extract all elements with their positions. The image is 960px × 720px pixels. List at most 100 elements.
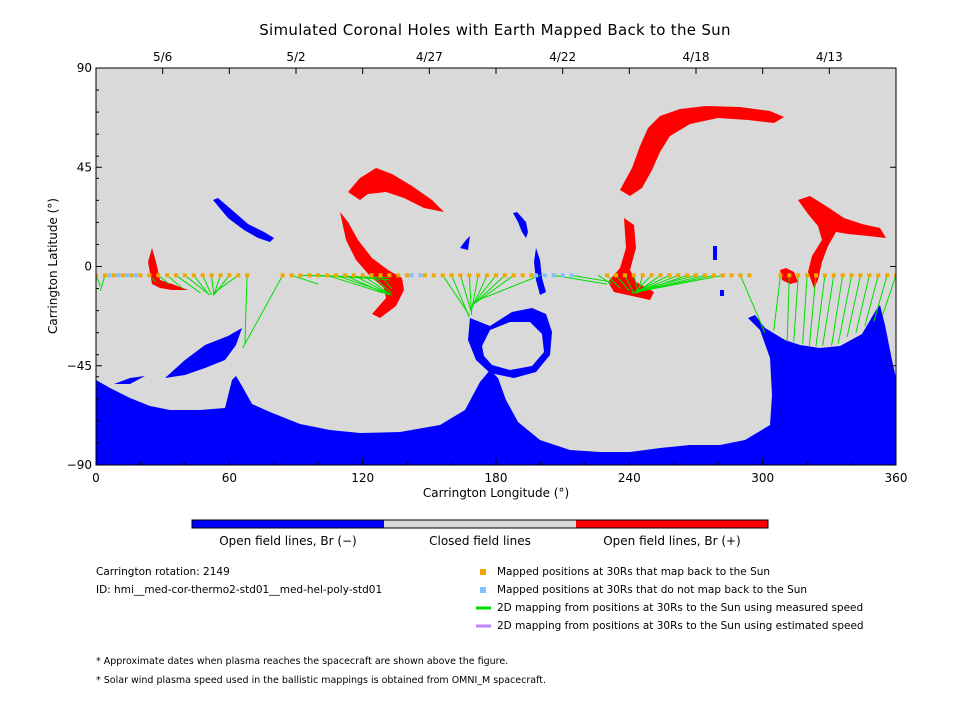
y-tick-label: −90 (67, 458, 92, 472)
mapped-point (494, 273, 498, 278)
y-axis-label: Carrington Latitude (°) (46, 198, 60, 334)
mapping-line (213, 274, 239, 294)
mapped-point (165, 273, 170, 278)
mapped-point (449, 273, 454, 278)
legend-marker-unmapped (480, 587, 486, 593)
positive-north-east (798, 196, 886, 288)
x-tick-label: 300 (751, 471, 774, 485)
carrington-rotation: Carrington rotation: 2149 (96, 566, 230, 578)
mapped-point (667, 273, 672, 278)
mapped-point (622, 273, 627, 278)
unmapped-point (116, 273, 121, 278)
mapped-point (147, 273, 152, 278)
mapped-point (649, 273, 654, 278)
mapped-point (467, 273, 472, 278)
negative-north-streak (213, 198, 274, 242)
unmapped-point (409, 273, 414, 278)
negative-speck-4 (720, 290, 724, 296)
mapping-line (615, 274, 630, 292)
mapped-point (378, 273, 383, 278)
mapped-point (814, 273, 818, 278)
mapped-point (885, 273, 890, 278)
x-tick-label: 240 (618, 471, 641, 485)
mapped-point (876, 273, 881, 278)
negative-speck-1 (713, 246, 717, 260)
mapping-line (184, 274, 208, 294)
mapping-line (793, 275, 799, 342)
axes: 0 60 120 180 240 300 360 90 45 0 −45 −90 (67, 61, 908, 485)
mapped-point (245, 273, 250, 278)
unmapped-point (534, 273, 538, 278)
mapping-line (242, 275, 284, 349)
unmapped-point (560, 273, 565, 278)
mapped-point (529, 273, 534, 278)
mapping-line (808, 275, 817, 346)
mapping-line (326, 274, 383, 294)
mapped-point (894, 273, 896, 278)
model-id: ID: hmi__med-cor-thermo2-std01__med-hel-… (96, 584, 383, 596)
mapped-point (658, 273, 663, 278)
x-tick-label: 180 (485, 471, 508, 485)
y-tick-label: −45 (67, 359, 92, 373)
mapped-point (174, 273, 178, 278)
mapped-point (778, 273, 783, 278)
colorbar-label-negative: Open field lines, Br (−) (219, 534, 357, 548)
mapped-point (502, 273, 507, 278)
mapping-line (213, 275, 230, 296)
mapping-line (459, 275, 473, 313)
mapped-point (200, 273, 205, 278)
colorbar-negative (192, 520, 384, 528)
mapping-line (371, 274, 392, 294)
mapping-line (635, 274, 652, 292)
x-tick-label: 120 (351, 471, 374, 485)
mapping-line (362, 274, 392, 296)
mapping-line (468, 275, 473, 316)
mapping-line (175, 274, 201, 294)
negative-mid-strand (513, 212, 528, 238)
mapped-point (316, 273, 321, 278)
x-tick-label: 60 (222, 471, 237, 485)
negative-polar-hole (96, 305, 896, 465)
mapped-point (342, 273, 347, 278)
mapping-line (786, 275, 790, 342)
mapping-line (166, 274, 183, 289)
mapping-line (597, 274, 612, 285)
unmapped-positions (107, 273, 574, 278)
date-tick-label: 4/13 (816, 50, 843, 64)
mapped-point (209, 273, 214, 278)
mapped-point (676, 273, 681, 278)
mapped-point (431, 273, 436, 278)
mapped-point (720, 273, 725, 278)
mapping-line (864, 275, 879, 327)
date-tick-label: 4/22 (549, 50, 576, 64)
mapped-point (289, 273, 294, 278)
mapped-point (387, 273, 392, 278)
mapping-line (99, 275, 106, 291)
legend-label-estimated: 2D mapping from positions at 30Rs to the… (497, 620, 864, 632)
unmapped-point (542, 273, 547, 278)
mapped-point (840, 273, 845, 278)
footnote-dates: * Approximate dates when plasma reaches … (96, 656, 509, 667)
mapped-point (351, 273, 356, 278)
mapping-line (837, 275, 853, 344)
mapping-line (244, 275, 248, 344)
mapped-point (156, 273, 161, 278)
mapped-point (325, 273, 330, 278)
mapped-point (796, 273, 801, 278)
mapping-line (882, 275, 896, 316)
colorbar-closed (384, 520, 576, 528)
mapping-line (193, 275, 210, 296)
y-tick-label: 45 (77, 160, 92, 174)
mapped-point (520, 273, 525, 278)
mapping-line (846, 275, 861, 338)
mapped-point (334, 273, 338, 278)
mapping-line (633, 274, 679, 294)
negative-band-south (165, 328, 242, 378)
unmapped-point (134, 273, 138, 278)
mapped-point (867, 273, 872, 278)
mapping-line (344, 274, 390, 296)
y-tick-label: 90 (77, 61, 92, 75)
mapped-point (440, 273, 445, 278)
mapped-point (738, 273, 743, 278)
